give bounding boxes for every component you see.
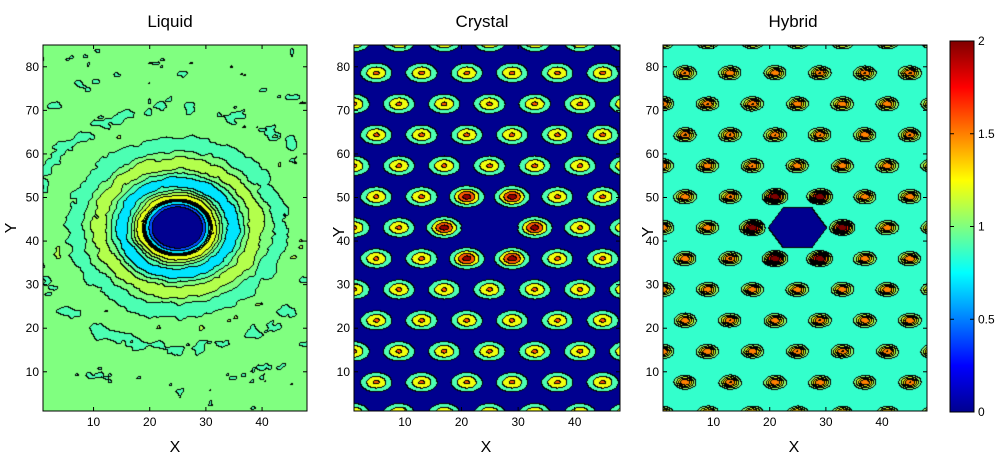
ytick-label: 20 <box>26 321 40 335</box>
yticks-hybrid: 10 20 30 40 50 60 70 80 <box>646 60 927 379</box>
panel-crystal: Crystal 10 20 30 40 10 20 30 40 50 60 70 80 X Y <box>331 12 621 456</box>
axes-crystal <box>353 44 621 412</box>
ytick-label: 60 <box>646 147 660 161</box>
ytick-label: 60 <box>337 147 351 161</box>
ytick-label: 70 <box>646 103 660 117</box>
ylabel-crystal: Y <box>331 226 348 237</box>
ytick-label: 50 <box>646 191 660 205</box>
colorbar-ticks: 0 0.5 1 1.5 2 <box>950 34 995 419</box>
heatmap-hybrid <box>663 45 927 411</box>
ytick-label: 10 <box>337 365 351 379</box>
ylabel-hybrid: Y <box>640 226 657 237</box>
xtick-label: 10 <box>398 415 412 429</box>
xtick-label: 40 <box>875 415 889 429</box>
colorbar: 0 0.5 1 1.5 2 <box>949 34 995 419</box>
heatmap-crystal <box>354 45 620 411</box>
ytick-label: 20 <box>646 321 660 335</box>
xticks-hybrid: 10 20 30 40 <box>707 45 889 429</box>
colorbar-tick-label: 0 <box>978 405 985 419</box>
ytick-label: 80 <box>26 60 40 74</box>
xtick-label: 20 <box>455 415 469 429</box>
xtick-label: 30 <box>819 415 833 429</box>
xtick-label: 30 <box>199 415 213 429</box>
ytick-label: 80 <box>337 60 351 74</box>
xlabel-hybrid: X <box>789 439 800 456</box>
axes-liquid <box>42 44 308 412</box>
ytick-label: 70 <box>26 103 40 117</box>
xlabel-liquid: X <box>170 439 181 456</box>
ylabel-liquid: Y <box>3 222 20 233</box>
ytick-label: 60 <box>26 147 40 161</box>
ytick-label: 10 <box>26 365 40 379</box>
colorbar-tick-label: 1 <box>978 220 985 234</box>
ytick-label: 50 <box>26 191 40 205</box>
colorbar-tick-label: 2 <box>978 34 985 48</box>
xtick-label: 40 <box>255 415 269 429</box>
title-liquid: Liquid <box>147 12 192 31</box>
panel-liquid: Liquid 10 20 30 40 10 20 30 40 50 60 70 80 X Y <box>3 12 308 456</box>
ytick-label: 10 <box>646 365 660 379</box>
ytick-label: 30 <box>646 278 660 292</box>
ytick-label: 50 <box>337 191 351 205</box>
ytick-label: 20 <box>337 321 351 335</box>
yticks-crystal: 10 20 30 40 50 60 70 80 <box>337 60 620 379</box>
xtick-label: 20 <box>143 415 157 429</box>
panel-hybrid: Hybrid 10 20 30 40 10 20 30 40 50 60 70 80 X Y <box>640 12 928 456</box>
title-crystal: Crystal <box>456 12 509 31</box>
xticks-crystal: 10 20 30 40 <box>398 45 582 429</box>
colorbar-tick-label: 0.5 <box>978 312 995 326</box>
ytick-label: 30 <box>337 278 351 292</box>
xtick-label: 40 <box>568 415 582 429</box>
ytick-label: 40 <box>337 234 351 248</box>
xtick-label: 30 <box>511 415 525 429</box>
xticks-liquid: 10 20 30 40 <box>87 45 269 429</box>
title-hybrid: Hybrid <box>768 12 817 31</box>
ytick-label: 80 <box>646 60 660 74</box>
xlabel-crystal: X <box>481 439 492 456</box>
xtick-label: 20 <box>763 415 777 429</box>
axes-hybrid <box>662 44 928 412</box>
colorbar-tick-label: 1.5 <box>978 127 995 141</box>
ytick-label: 40 <box>646 234 660 248</box>
xtick-label: 10 <box>87 415 101 429</box>
heatmap-liquid <box>43 45 307 411</box>
yticks-liquid: 10 20 30 40 50 60 70 80 <box>26 60 307 379</box>
xtick-label: 10 <box>707 415 721 429</box>
ytick-label: 70 <box>337 103 351 117</box>
ytick-label: 40 <box>26 234 40 248</box>
ytick-label: 30 <box>26 278 40 292</box>
